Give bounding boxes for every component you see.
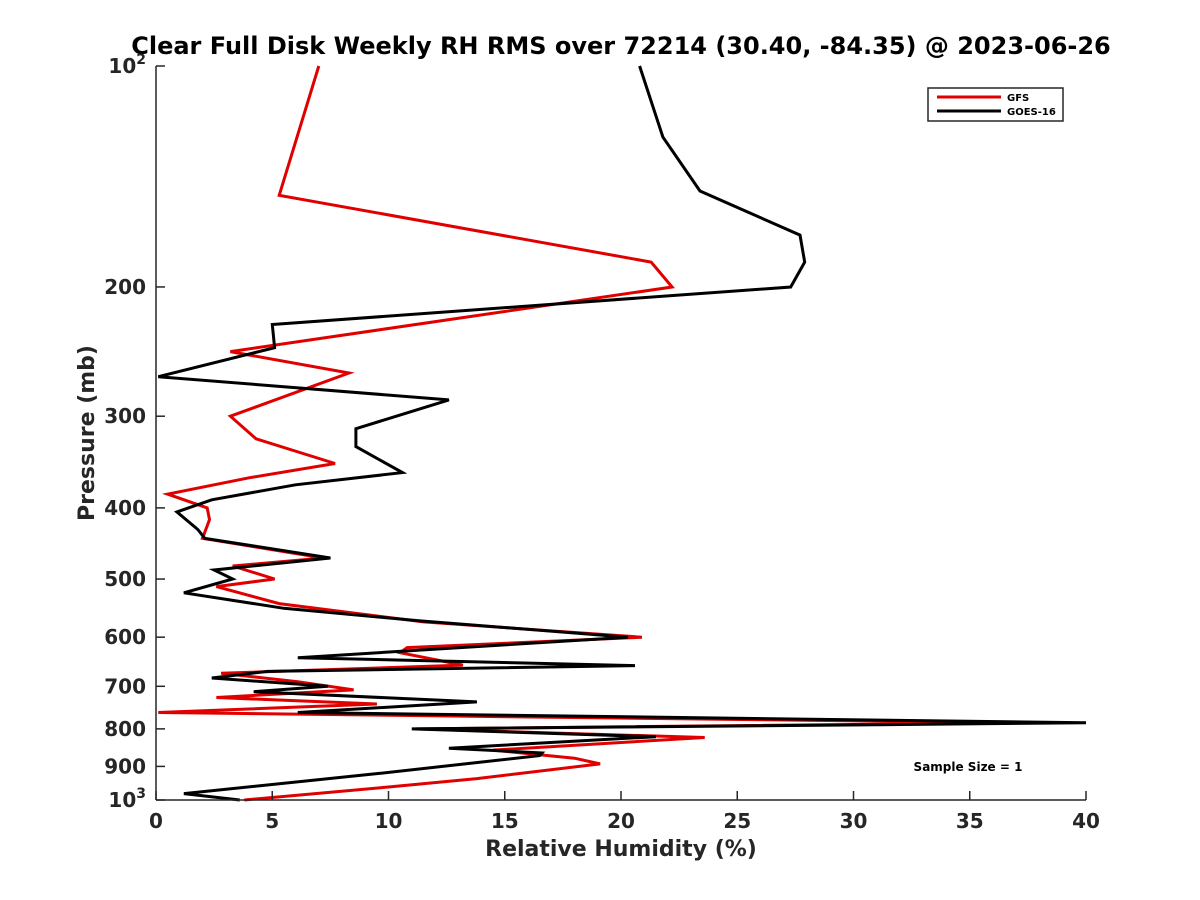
legend-items: GFS GOES-16 xyxy=(937,93,1056,118)
y-tick-label: 200 xyxy=(104,275,146,299)
y-tick-label: 300 xyxy=(104,404,146,428)
series-layer xyxy=(157,65,1087,802)
sample-size-annotation: Sample Size = 1 xyxy=(914,760,1023,774)
x-tick-label: 30 xyxy=(840,809,868,833)
legend: GFS GOES-16 xyxy=(927,87,1064,122)
series-line-goes-16 xyxy=(157,65,1087,802)
y-tick-label: 600 xyxy=(104,625,146,649)
y-tick-base: 10 xyxy=(108,788,136,812)
x-tick-label: 5 xyxy=(265,809,279,833)
x-axis-label: Relative Humidity (%) xyxy=(485,837,757,862)
y-tick-label: 103 xyxy=(108,786,146,812)
y-tick-base: 10 xyxy=(108,54,136,78)
x-tick-label: 10 xyxy=(375,809,403,833)
y-tick-exponent: 3 xyxy=(136,786,146,802)
chart-title: Clear Full Disk Weekly RH RMS over 72214… xyxy=(131,32,1111,60)
x-tick-label: 40 xyxy=(1072,809,1100,833)
legend-box xyxy=(927,87,1064,122)
x-tick-label: 25 xyxy=(723,809,751,833)
y-tick-label: 102 xyxy=(108,52,146,78)
y-axis-label: Pressure (mb) xyxy=(75,345,100,521)
x-tick-label: 35 xyxy=(956,809,984,833)
y-tick-label: 500 xyxy=(104,567,146,591)
x-tick-label: 0 xyxy=(149,809,163,833)
x-ticks: 0 5 10 15 20 25 30 35 40 xyxy=(149,791,1100,833)
y-tick-exponent: 2 xyxy=(136,52,146,68)
y-tick-label: 400 xyxy=(104,496,146,520)
y-tick-label: 700 xyxy=(104,674,146,698)
x-tick-label: 15 xyxy=(491,809,519,833)
y-tick-label: 900 xyxy=(104,754,146,778)
y-tick-label: 800 xyxy=(104,717,146,741)
x-tick-label: 20 xyxy=(607,809,635,833)
legend-label: GOES-16 xyxy=(1007,107,1056,118)
legend-label: GFS xyxy=(1007,93,1029,104)
